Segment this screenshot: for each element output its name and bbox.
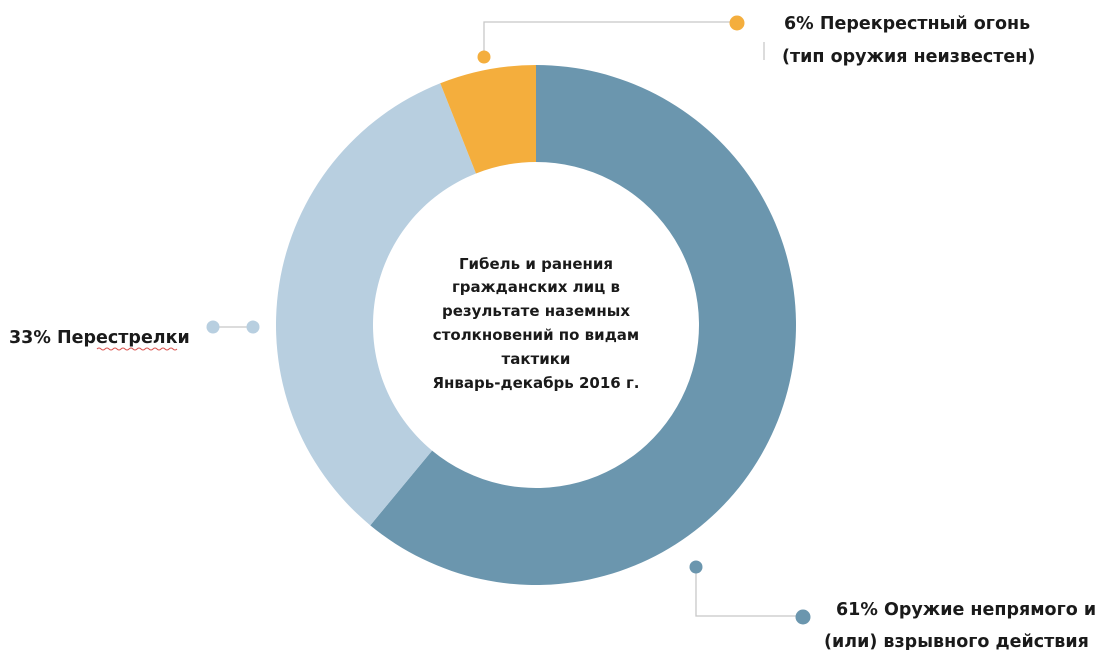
chart-title-line-5: тактики bbox=[502, 350, 571, 368]
label-crossfire-line-2: (тип оружия неизвестен) bbox=[782, 47, 1035, 67]
leader-dot-outer-shootouts bbox=[206, 320, 220, 334]
label-crossfire: 6% Перекрестный огонь (тип оружия неизве… bbox=[782, 14, 1035, 67]
label-explosive-percent: 61% bbox=[836, 600, 878, 620]
leader-dot-outer-explosive bbox=[795, 609, 811, 625]
leader-shootouts bbox=[206, 320, 260, 334]
slices-group bbox=[276, 65, 796, 585]
label-crossfire-line-1: 6% Перекрестный огонь bbox=[784, 14, 1030, 34]
label-explosive-line-2: (или) взрывного действия bbox=[824, 632, 1089, 650]
leader-dot-inner-crossfire bbox=[477, 50, 491, 64]
label-shootouts-line-1: 33% Перестрелки bbox=[9, 328, 190, 348]
slice-shootouts bbox=[276, 83, 476, 526]
label-shootouts: 33% Перестрелки bbox=[9, 328, 190, 351]
leader-dot-outer-crossfire bbox=[729, 15, 745, 31]
spellcheck-underline bbox=[96, 347, 178, 351]
label-explosive: 61% Оружие непрямого и (или) взрывного д… bbox=[824, 600, 1095, 650]
leader-line-crossfire bbox=[483, 21, 737, 57]
chart-title-line-2: гражданских лиц в bbox=[452, 278, 620, 296]
leader-dot-inner-explosive bbox=[689, 560, 703, 574]
label-explosive-line-1: 61% Оружие непрямого и bbox=[836, 600, 1095, 620]
label-explosive-name: Оружие непрямого и bbox=[884, 600, 1095, 620]
leader-explosive bbox=[689, 560, 811, 625]
chart-title-line-6: Январь-декабрь 2016 г. bbox=[433, 374, 640, 392]
label-shootouts-percent: 33% bbox=[9, 328, 51, 348]
label-crossfire-percent: 6% bbox=[784, 14, 814, 34]
leader-line-explosive bbox=[695, 567, 803, 617]
chart-title-line-1: Гибель и ранения bbox=[459, 255, 613, 273]
label-shootouts-name: Перестрелки bbox=[57, 328, 190, 348]
slice-explosive bbox=[370, 65, 796, 585]
chart-title-line-4: столкновений по видам bbox=[433, 326, 639, 344]
leader-dot-inner-shootouts bbox=[246, 320, 260, 334]
leader-crossfire bbox=[477, 15, 765, 64]
label-crossfire-name: Перекрестный огонь bbox=[820, 14, 1030, 34]
slice-crossfire bbox=[440, 65, 536, 174]
chart-title: Гибель и ранения гражданских лиц в резул… bbox=[433, 255, 640, 392]
chart-title-line-3: результате наземных bbox=[442, 302, 630, 320]
